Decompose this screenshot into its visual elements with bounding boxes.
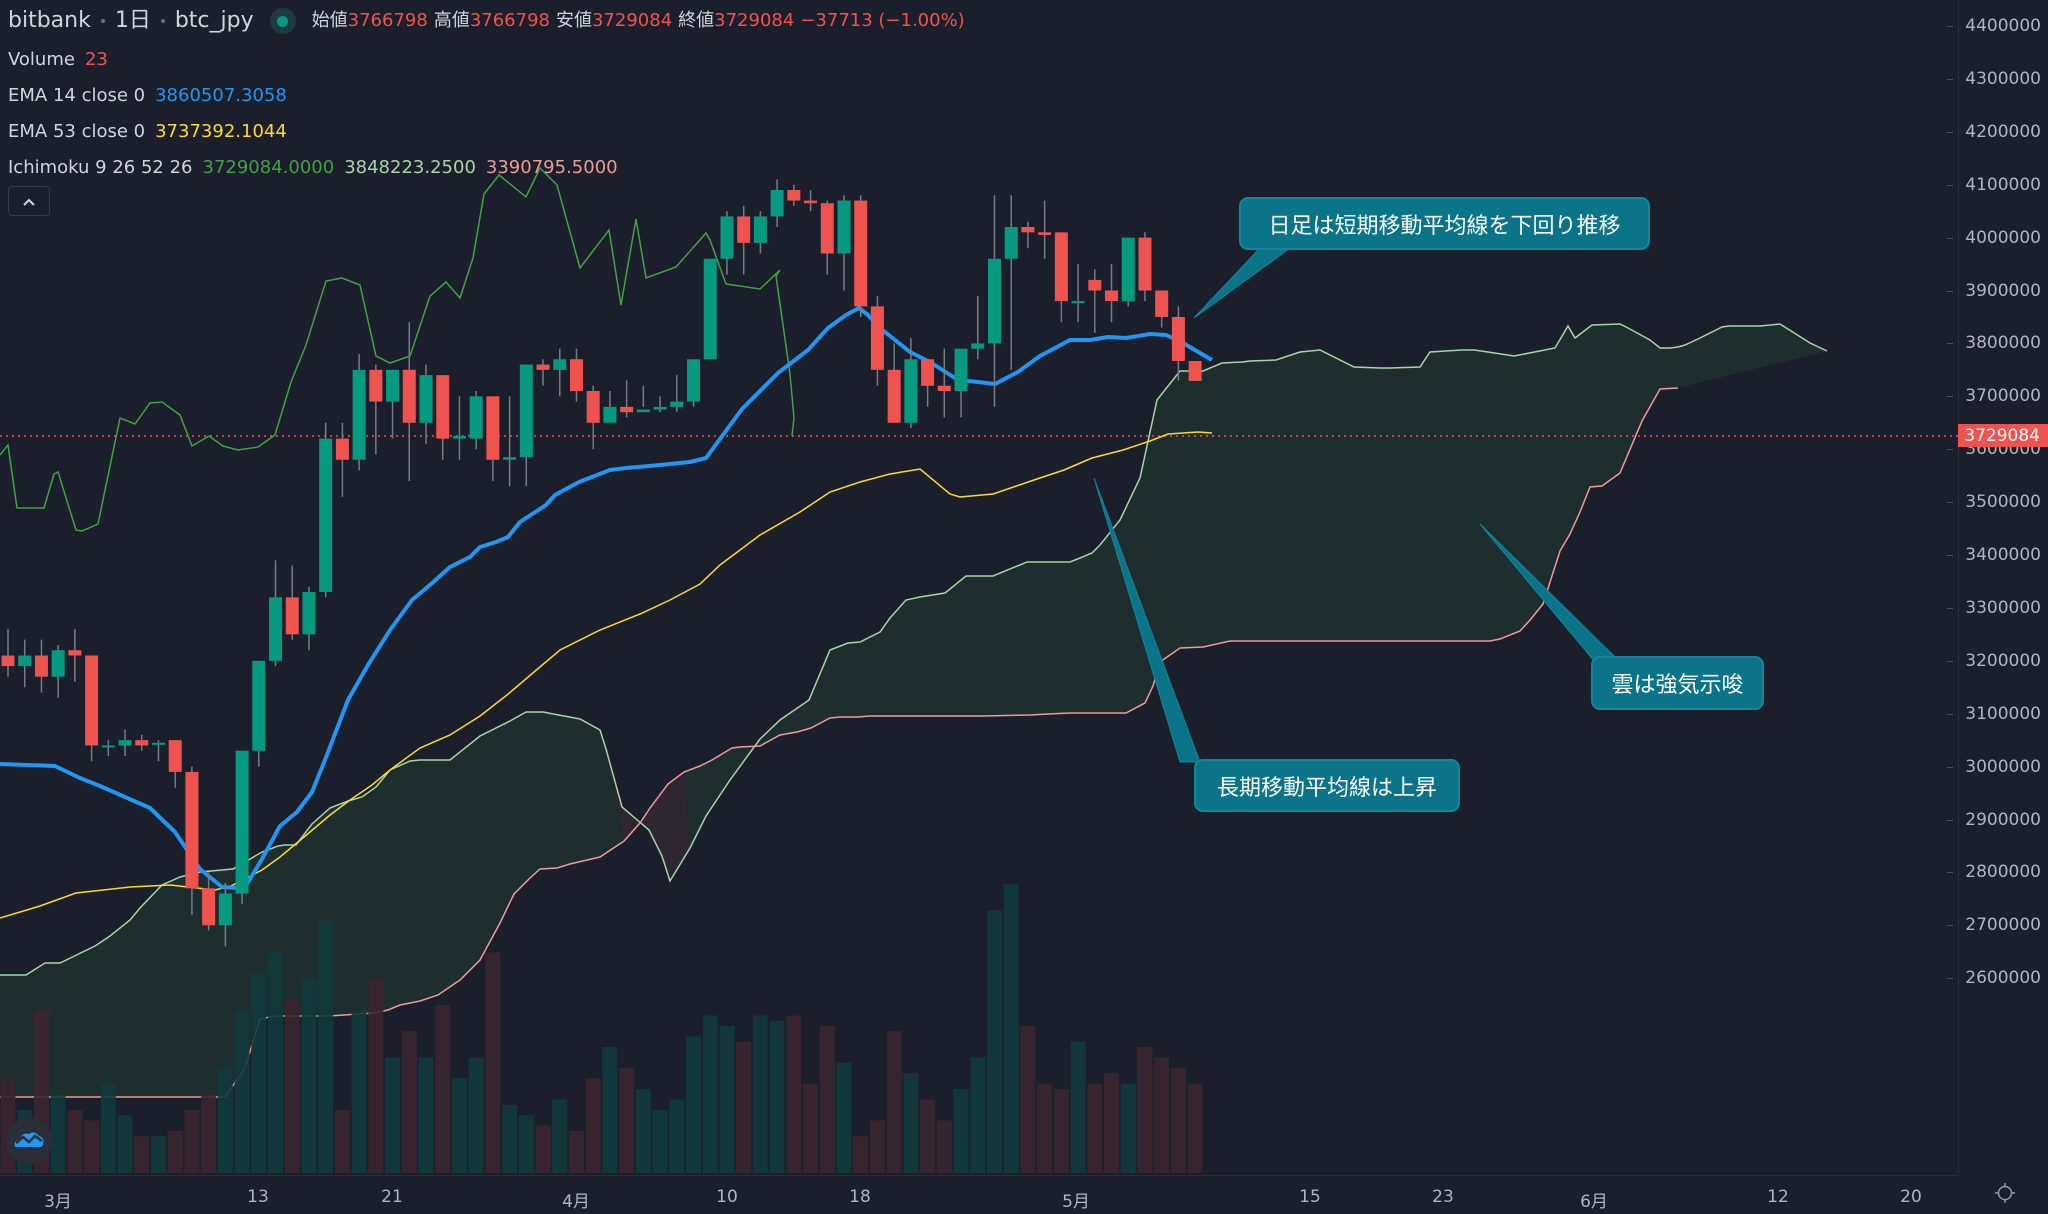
- open-label: 始値: [311, 10, 348, 31]
- annotation-pointers: [1093, 247, 1622, 763]
- annotation-callout[interactable]: 日足は短期移動平均線を下回り推移: [1239, 197, 1650, 250]
- price-tick: 3700000: [1947, 386, 2041, 407]
- ichimoku-legend[interactable]: Ichimoku 9 26 52 26 3729084.0000 3848223…: [8, 150, 965, 186]
- ichimoku-cloud: [0, 323, 1828, 1098]
- price-tick: 4400000: [1947, 16, 2041, 36]
- symbol-header: bitbank 1日 btc_jpy 始値3766798 高値3766798 安…: [8, 0, 965, 42]
- ohlc-values: 始値3766798 高値3766798 安値3729084 終値3729084 …: [312, 3, 965, 39]
- time-tick: 12: [1767, 1187, 1789, 1207]
- ema14-label: EMA 14 close 0: [8, 85, 146, 106]
- time-tick: 10: [716, 1187, 738, 1207]
- time-tick: 6月: [1580, 1192, 1608, 1212]
- chevron-up-icon: [22, 192, 36, 211]
- price-tick: 4100000: [1947, 174, 2041, 195]
- tradingview-logo[interactable]: [6, 1118, 52, 1164]
- close-value: 3729084: [714, 10, 795, 31]
- high-label: 高値: [433, 10, 470, 31]
- cloud-chart-icon: [12, 1128, 46, 1154]
- price-tick: 3800000: [1947, 333, 2041, 354]
- time-tick: 20: [1900, 1187, 1922, 1207]
- price-tick: 3300000: [1947, 597, 2041, 618]
- price-tick: 3200000: [1947, 650, 2041, 671]
- price-axis[interactable]: 4400000 4300000 4200000 4100000 4000000 39000…: [1947, 0, 2048, 1175]
- current-price-tag: 3729084: [1958, 424, 2048, 447]
- chart-settings-button[interactable]: [1990, 1180, 2020, 1210]
- ema53-label: EMA 53 close 0: [8, 121, 146, 142]
- price-tick: 3400000: [1947, 545, 2041, 565]
- price-tick: 2900000: [1947, 809, 2041, 830]
- ichimoku-value-3: 3390795.5000: [485, 157, 618, 178]
- price-tick: 3000000: [1947, 756, 2041, 777]
- time-tick: 13: [247, 1187, 269, 1207]
- time-tick: 18: [849, 1187, 871, 1207]
- low-value: 3729084: [591, 10, 673, 31]
- gear-icon: [1993, 1181, 2017, 1209]
- ema14-legend[interactable]: EMA 14 close 0 3860507.3058: [8, 78, 965, 114]
- exchange-name[interactable]: bitbank: [8, 8, 91, 33]
- symbol-label[interactable]: btc_jpy: [174, 8, 254, 33]
- annotation-callout[interactable]: 雲は強気示唆: [1591, 656, 1764, 710]
- price-tick: 2700000: [1947, 915, 2041, 936]
- ema14-value: 3860507.3058: [155, 85, 287, 106]
- price-tick: 3500000: [1947, 492, 2041, 513]
- time-axis[interactable]: 3月 13 21 4月 10 18 5月 15 23 6月 12 20: [0, 1175, 1958, 1214]
- high-value: 3766798: [469, 10, 550, 31]
- separator-dot: [160, 19, 165, 23]
- candlesticks: [1, 179, 1202, 947]
- price-tick: 4200000: [1947, 121, 2041, 142]
- price-tick: 2600000: [1947, 968, 2041, 989]
- low-label: 安値: [555, 10, 592, 31]
- collapse-legend-button[interactable]: [8, 186, 50, 216]
- price-tick: 2800000: [1947, 862, 2041, 883]
- volume-legend[interactable]: Volume 23: [8, 42, 965, 78]
- market-status-icon: [269, 8, 296, 34]
- ema53-legend[interactable]: EMA 53 close 0 3737392.1044: [8, 114, 965, 150]
- price-tick: 3900000: [1947, 280, 2041, 301]
- time-tick: 3月: [44, 1192, 72, 1212]
- chart-legend: bitbank 1日 btc_jpy 始値3766798 高値3766798 安…: [8, 0, 965, 186]
- close-label: 終値: [678, 10, 715, 31]
- volume-value: 23: [84, 49, 108, 70]
- ema53-value: 3737392.1044: [155, 121, 287, 142]
- time-tick: 4月: [562, 1192, 590, 1212]
- time-tick: 5月: [1062, 1192, 1090, 1212]
- price-tick: 4300000: [1947, 68, 2041, 89]
- time-tick: 21: [381, 1187, 403, 1207]
- time-tick: 15: [1299, 1187, 1321, 1207]
- ichimoku-value-1: 3729084.0000: [202, 157, 335, 178]
- open-value: 3766798: [347, 10, 428, 31]
- time-tick: 23: [1432, 1187, 1454, 1207]
- price-tick: 3100000: [1947, 703, 2041, 724]
- separator-dot: [100, 19, 105, 23]
- volume-label: Volume: [8, 49, 75, 70]
- volume-bars: [0, 884, 1203, 1173]
- price-tick: 4000000: [1947, 227, 2041, 248]
- ichimoku-label: Ichimoku 9 26 52 26: [8, 157, 193, 178]
- indicator-lines: [0, 166, 1214, 919]
- annotation-callout[interactable]: 長期移動平均線は上昇: [1194, 759, 1460, 812]
- ichimoku-value-2: 3848223.2500: [344, 157, 476, 178]
- price-change: −37713 (−1.00%): [800, 10, 965, 31]
- interval-label[interactable]: 1日: [114, 8, 151, 33]
